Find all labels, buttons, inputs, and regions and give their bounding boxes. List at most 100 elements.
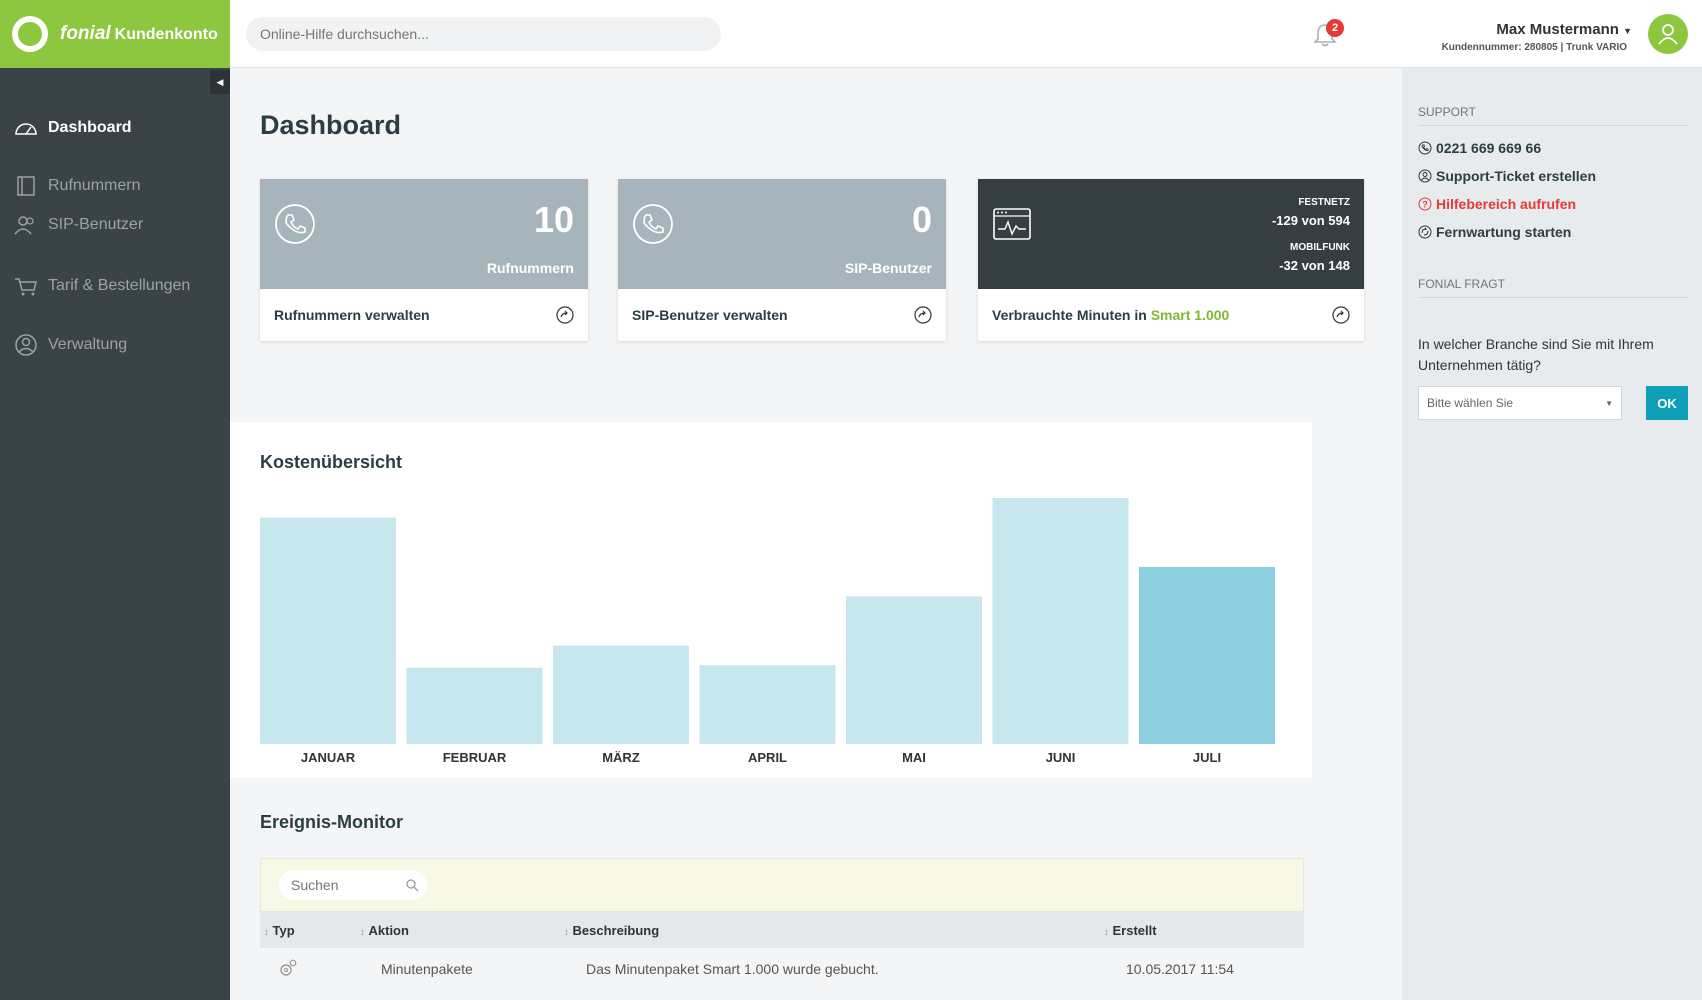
arrow-circle-icon	[914, 306, 932, 324]
sidebar-item-verwaltung[interactable]: Verwaltung	[14, 334, 127, 356]
card-header: 0 SIP-Benutzer	[618, 179, 946, 289]
sidebar-item-label: Tarif & Bestellungen	[48, 277, 191, 294]
monitor-pulse-icon	[993, 208, 1031, 240]
arrow-circle-icon	[1332, 306, 1350, 324]
chevron-down-icon: ▼	[1623, 26, 1632, 36]
card-header: FESTNETZ -129 von 594 MOBILFUNK -32 von …	[978, 179, 1364, 289]
mobilfunk-value: -32 von 148	[1279, 258, 1350, 273]
user-circle-icon	[15, 334, 37, 356]
festnetz-value: -129 von 594	[1271, 213, 1350, 228]
festnetz-label: FESTNETZ	[1298, 197, 1350, 208]
sidebar-item-rufnummern[interactable]: Rufnummern	[14, 176, 140, 196]
sidebar-item-dashboard[interactable]: Dashboard	[14, 118, 132, 138]
svg-text:?: ?	[1422, 200, 1428, 210]
notification-badge: 2	[1326, 19, 1344, 37]
question-icon: ?	[1418, 197, 1432, 211]
x-tick-label: FEBRUAR	[443, 750, 507, 765]
cost-overview-title: Kostenübersicht	[260, 452, 403, 472]
avatar[interactable]	[1648, 14, 1688, 54]
cost-bar-chart: JANUAR FEBRUAR MÄRZ APRIL MAI JUNI JULI	[260, 498, 1275, 765]
caret-left-icon: ◀	[216, 77, 224, 87]
x-tick-label: MAI	[902, 750, 926, 765]
gears-icon	[280, 959, 297, 976]
cart-icon	[15, 278, 37, 296]
refresh-icon	[1418, 225, 1432, 239]
event-action: Minutenpakete	[381, 961, 473, 977]
column-header-erstellt[interactable]: Erstellt	[1104, 923, 1157, 938]
sidebar-item-label: SIP-Benutzer	[48, 216, 144, 233]
page-title: Dashboard	[260, 110, 402, 140]
event-monitor-filter-bar	[260, 858, 1304, 912]
card-link[interactable]: Rufnummern verwalten	[260, 289, 588, 341]
mobilfunk-label: MOBILFUNK	[1290, 242, 1350, 253]
help-search-input[interactable]	[246, 17, 721, 51]
sidebar-collapse-button[interactable]: ◀	[210, 70, 230, 94]
bar-märz[interactable]	[553, 645, 689, 744]
poll-question: In welcher Branche sind Sie mit Ihrem Un…	[1418, 336, 1654, 373]
sidebar-item-sip-benutzer[interactable]: SIP-Benutzer	[14, 215, 143, 235]
x-tick-label: MÄRZ	[602, 750, 640, 765]
phone-icon	[633, 204, 673, 244]
table-row[interactable]: Minutenpakete Das Minutenpaket Smart 1.0…	[260, 948, 1304, 990]
ok-button[interactable]: OK	[1646, 386, 1688, 420]
bar-juli[interactable]	[1139, 566, 1275, 744]
bar-juni[interactable]	[992, 498, 1129, 744]
sidebar: ◀ Dashboard Rufnummern SIP-Benutzer Tari…	[0, 68, 230, 1000]
event-description: Das Minutenpaket Smart 1.000 wurde gebuc…	[586, 961, 879, 977]
bar-mai[interactable]	[846, 596, 982, 744]
x-tick-label: JANUAR	[301, 750, 356, 765]
phone-icon	[275, 204, 315, 244]
user-menu[interactable]: Max Mustermann ▼	[1496, 21, 1632, 38]
card-link[interactable]: SIP-Benutzer verwalten	[618, 289, 946, 341]
x-tick-label: JUNI	[1046, 750, 1076, 765]
event-search-input[interactable]	[279, 870, 427, 900]
brand-logo-area[interactable]: fonial Kundenkonto	[0, 0, 230, 68]
user-circle-icon	[1418, 169, 1432, 183]
event-table-header: Typ Aktion Beschreibung Erstellt	[260, 912, 1304, 948]
card-minuten[interactable]: FESTNETZ -129 von 594 MOBILFUNK -32 von …	[978, 179, 1364, 341]
card-link[interactable]: Verbrauchte Minuten in Smart 1.000	[978, 289, 1364, 341]
user-icon	[1658, 24, 1678, 45]
card-sip-benutzer[interactable]: 0 SIP-Benutzer SIP-Benutzer verwalten	[618, 179, 946, 341]
x-tick-label: APRIL	[748, 750, 787, 765]
remote-maintenance-link[interactable]: Fernwartung starten	[1418, 224, 1571, 240]
card-label: Rufnummern	[486, 260, 574, 276]
fonial-logo-icon	[12, 16, 48, 52]
column-header-beschreibung[interactable]: Beschreibung	[564, 923, 660, 938]
sidebar-item-tarif[interactable]: Tarif & Bestellungen	[14, 276, 190, 296]
customer-number: Kundennummer: 280805 | Trunk VARIO	[1441, 42, 1627, 53]
poll-heading: FONIAL FRAGT	[1418, 277, 1688, 298]
sidebar-item-label: Verwaltung	[48, 336, 128, 353]
brand-text: fonial Kundenkonto	[60, 23, 218, 44]
cost-overview-panel: Kostenübersicht JANUAR FEBRUAR MÄRZ APRIL MA…	[230, 422, 1312, 778]
chevron-down-icon: ▼	[1605, 399, 1613, 408]
card-value: 0	[911, 199, 932, 240]
sidebar-item-label: Rufnummern	[48, 177, 141, 194]
phonebook-icon	[17, 176, 35, 196]
event-monitor-title: Ereignis-Monitor	[260, 812, 403, 832]
help-area-link[interactable]: ? Hilfebereich aufrufen	[1418, 196, 1576, 212]
main-content: Dashboard 10 Rufnummern Rufnummern verwa…	[230, 68, 1402, 1000]
column-header-aktion[interactable]: Aktion	[360, 923, 409, 938]
sidebar-item-label: Dashboard	[48, 119, 132, 136]
bar-januar[interactable]	[260, 517, 396, 744]
phone-icon	[1418, 141, 1432, 155]
select-value: Bitte wählen Sie	[1427, 396, 1514, 410]
speedometer-icon	[15, 123, 37, 135]
support-phone[interactable]: 0221 669 669 66	[1418, 140, 1541, 156]
support-ticket-link[interactable]: Support-Ticket erstellen	[1418, 168, 1596, 184]
users-icon	[14, 216, 34, 235]
card-header: 10 Rufnummern	[260, 179, 588, 289]
event-created: 10.05.2017 11:54	[1126, 961, 1234, 977]
x-tick-label: JULI	[1193, 750, 1221, 765]
right-panel: SUPPORT 0221 669 669 66 Support-Ticket e…	[1402, 68, 1702, 1000]
search-icon	[406, 879, 419, 892]
support-heading: SUPPORT	[1418, 105, 1688, 126]
industry-select[interactable]: Bitte wählen Sie ▼	[1418, 386, 1622, 420]
bar-april[interactable]	[699, 665, 836, 744]
card-label: SIP-Benutzer	[844, 260, 932, 276]
card-rufnummern[interactable]: 10 Rufnummern Rufnummern verwalten	[260, 179, 588, 341]
column-header-typ[interactable]: Typ	[264, 923, 295, 938]
card-value: 10	[533, 199, 574, 240]
bar-februar[interactable]	[406, 667, 543, 744]
